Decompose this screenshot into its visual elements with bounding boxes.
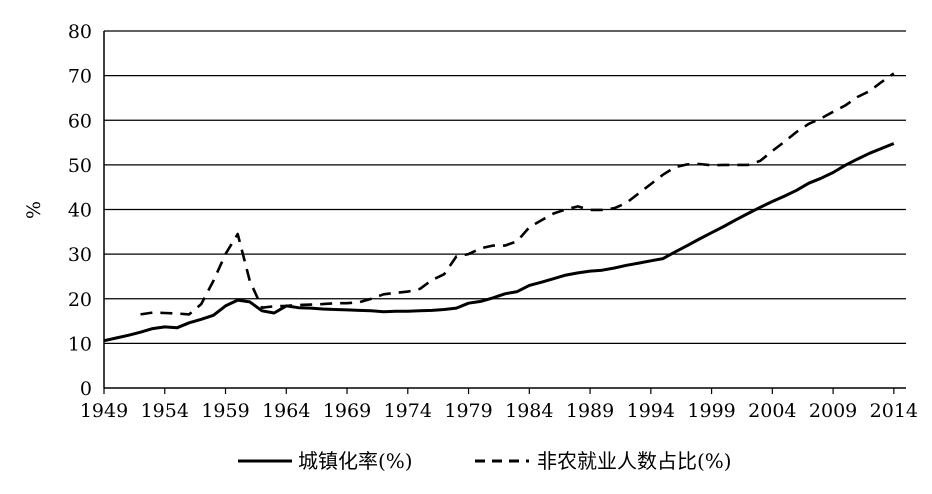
x-tick-label: 1959: [201, 400, 249, 422]
x-tick-label: 1979: [444, 400, 492, 422]
series-line-nonfarm: [140, 72, 895, 316]
y-tick-label: 20: [68, 289, 92, 311]
y-tick-label: 30: [68, 244, 92, 266]
legend: 城镇化率(%) 非农就业人数占比(%): [238, 449, 732, 473]
y-tick-label: 50: [68, 155, 92, 177]
series-lines: [103, 72, 895, 343]
x-tick-label: 1949: [80, 400, 128, 422]
y-tick-label: 70: [68, 66, 92, 88]
x-tick-label: 1989: [566, 400, 614, 422]
legend-label-nonfarm: 非农就业人数占比(%): [537, 449, 732, 473]
y-tick-label: 60: [68, 110, 92, 132]
series-line-urbanization: [103, 142, 895, 343]
legend-label-urbanization: 城镇化率(%): [298, 449, 413, 473]
x-tick-label: 2004: [748, 400, 796, 422]
x-tick-label: 2014: [870, 400, 918, 422]
x-tick-label: 1999: [687, 400, 735, 422]
y-tick-label: 10: [68, 333, 92, 355]
x-tick-label: 1974: [384, 400, 432, 422]
axes: [103, 31, 906, 394]
y-tick-label: 40: [68, 200, 92, 222]
y-axis-label: %: [23, 201, 45, 219]
y-tick-label: 0: [80, 378, 92, 400]
x-tick-label: 1994: [627, 400, 675, 422]
x-tick-label: 1954: [141, 400, 189, 422]
gridlines: [104, 30, 906, 344]
x-tick-label: 1969: [323, 400, 371, 422]
tick-labels: 0 10 20 30 40 50 60 70 80 1949 1954 1959 1964 1969 197…: [68, 21, 918, 422]
x-tick-label: 1984: [505, 400, 553, 422]
x-tick-label: 2009: [809, 400, 857, 422]
y-tick-label: 80: [68, 21, 92, 43]
x-tick-label: 1964: [262, 400, 310, 422]
